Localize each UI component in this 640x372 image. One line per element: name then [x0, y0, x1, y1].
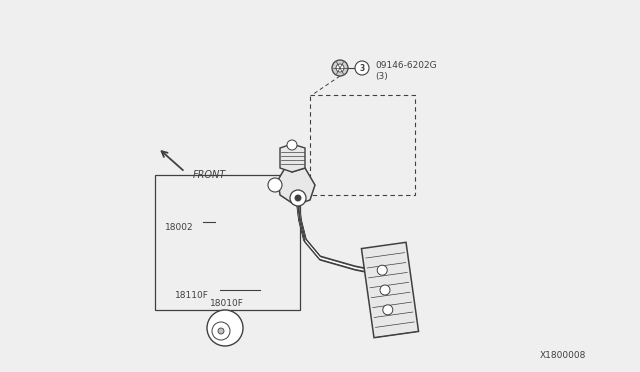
Polygon shape: [278, 168, 315, 205]
Text: 09146-6202G: 09146-6202G: [375, 61, 436, 70]
Text: (3): (3): [375, 71, 388, 80]
Text: X1800008: X1800008: [540, 350, 586, 359]
Circle shape: [355, 61, 369, 75]
Text: 18002: 18002: [165, 222, 194, 231]
Circle shape: [207, 310, 243, 346]
Text: 18010F: 18010F: [210, 299, 244, 308]
Text: 18110F: 18110F: [175, 291, 209, 299]
Circle shape: [212, 322, 230, 340]
Text: 3: 3: [360, 64, 365, 73]
Circle shape: [377, 265, 387, 275]
Circle shape: [287, 140, 297, 150]
Circle shape: [295, 195, 301, 201]
Polygon shape: [362, 242, 419, 338]
Circle shape: [290, 190, 306, 206]
Bar: [155, 175, 300, 310]
Circle shape: [380, 285, 390, 295]
Circle shape: [218, 328, 224, 334]
Circle shape: [268, 178, 282, 192]
Polygon shape: [280, 144, 305, 172]
Circle shape: [336, 64, 344, 72]
Circle shape: [332, 60, 348, 76]
Text: FRONT: FRONT: [193, 170, 227, 180]
Circle shape: [383, 305, 393, 315]
Bar: [310, 95, 415, 195]
